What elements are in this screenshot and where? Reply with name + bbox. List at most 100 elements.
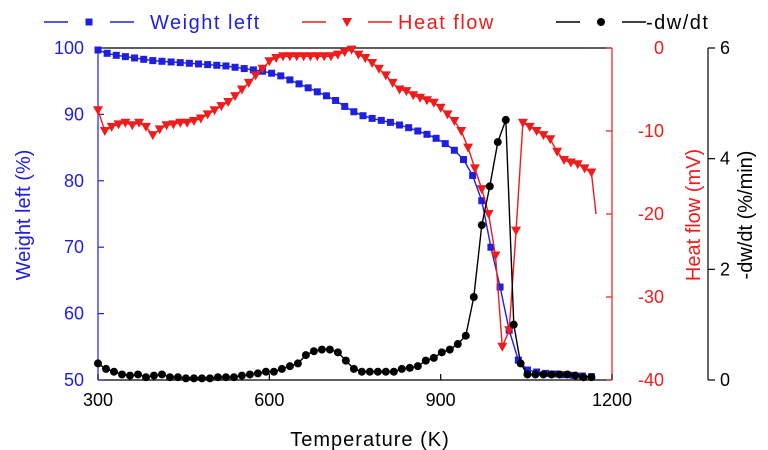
series-3-point [501, 115, 510, 124]
series-2-point [291, 52, 302, 62]
series-2-point [579, 164, 590, 174]
series-1-point [240, 65, 248, 73]
series-2-point [127, 121, 138, 131]
series-2-point [545, 135, 556, 145]
series-3-point [245, 370, 254, 379]
series-3-point [149, 371, 158, 380]
series-2 [93, 45, 597, 352]
series-3-point [197, 374, 206, 383]
series-2-point [559, 156, 570, 166]
series-2-point [93, 106, 103, 116]
x-tick-label: 900 [426, 390, 456, 410]
series-1-point [523, 366, 531, 374]
series-3-point [94, 359, 102, 368]
series-1-point [405, 124, 413, 132]
legend-label: -dw/dt [646, 12, 709, 34]
series-2-point [353, 50, 364, 60]
series-2-point [202, 110, 213, 120]
dwdt-tick-label: 2 [720, 259, 730, 279]
series-3-point [261, 367, 270, 376]
series-2-point [154, 125, 165, 135]
left-tick-label: 70 [64, 237, 84, 257]
plot-series [93, 45, 597, 383]
series-2-point [367, 58, 378, 68]
series-1-point [441, 140, 449, 148]
series-3-point [413, 362, 422, 371]
series-3-point [429, 353, 438, 362]
series-3-point [477, 221, 486, 230]
series-2-point [449, 117, 460, 127]
series-2-point [428, 98, 439, 108]
heat-flow-tick-label: -20 [638, 204, 664, 224]
series-2-point [99, 127, 110, 136]
dwdt-tick-label: 6 [720, 38, 730, 58]
series-2-point [339, 48, 350, 58]
series-3-point [277, 364, 286, 373]
series-3 [94, 115, 596, 383]
series-2-point [483, 210, 494, 219]
series-2-point [271, 53, 282, 63]
series-3-point [571, 371, 580, 380]
series-2-point [216, 102, 227, 112]
series-3-point [405, 363, 414, 372]
series-1-point [423, 130, 431, 138]
series-1-point [322, 92, 330, 100]
series-2-point [188, 117, 199, 127]
series-2-point [524, 122, 535, 132]
series-2-point [326, 52, 337, 62]
series-2-point [319, 52, 330, 62]
series-3-point [341, 356, 350, 365]
series-1-point [231, 63, 239, 71]
series-2-point [469, 164, 480, 174]
legend-marker [342, 18, 352, 27]
left-tick-label: 100 [54, 38, 84, 58]
series-3-point [285, 362, 294, 371]
series-3-point [109, 367, 118, 376]
series-2-point [586, 168, 597, 178]
series-3-point [237, 371, 246, 380]
series-3-point [133, 370, 142, 379]
series-1-point [341, 102, 349, 110]
series-1-point [195, 60, 203, 68]
series-3-point [539, 370, 548, 379]
series-2-point [250, 71, 261, 81]
dwdt-axis-title: -dw/dt (%/min) [735, 151, 757, 280]
series-3-point [293, 359, 302, 368]
series-1-point [249, 66, 257, 74]
x-axis-title: Temperature (K) [290, 429, 450, 450]
series-1-point [176, 59, 184, 67]
series-3-line [97, 119, 592, 379]
series-3-point [189, 374, 198, 383]
axes-frame [97, 47, 715, 381]
series-3-point [373, 367, 382, 376]
x-tick-label: 300 [83, 390, 113, 410]
series-2-point [504, 326, 515, 336]
series-2-point [182, 118, 193, 128]
series-2-point [140, 122, 151, 132]
series-3-point [381, 367, 390, 376]
series-3-point [205, 374, 214, 383]
series-2-point [257, 64, 268, 74]
series-2-point [195, 114, 206, 124]
series-2-point [401, 87, 412, 97]
series-1-point [222, 62, 230, 70]
series-3-point [531, 370, 540, 379]
series-2-point [223, 97, 234, 107]
heat-flow-tick-label: 0 [654, 38, 664, 58]
series-2-point [120, 118, 131, 128]
series-3-point [349, 364, 358, 373]
series-2-point [134, 118, 145, 128]
series-1-point [149, 57, 157, 65]
left-tick-label: 50 [64, 370, 84, 390]
series-3-point [269, 367, 278, 376]
series-3-point [469, 293, 478, 301]
series-3-point [157, 370, 166, 379]
series-2-point [476, 185, 487, 195]
series-1-point [268, 69, 276, 77]
series-1-point [460, 156, 468, 164]
left-tick-label: 90 [64, 104, 84, 124]
series-3-point [173, 373, 182, 382]
series-2-point [209, 106, 220, 116]
series-2-point [538, 131, 549, 141]
series-2-point [346, 45, 357, 55]
